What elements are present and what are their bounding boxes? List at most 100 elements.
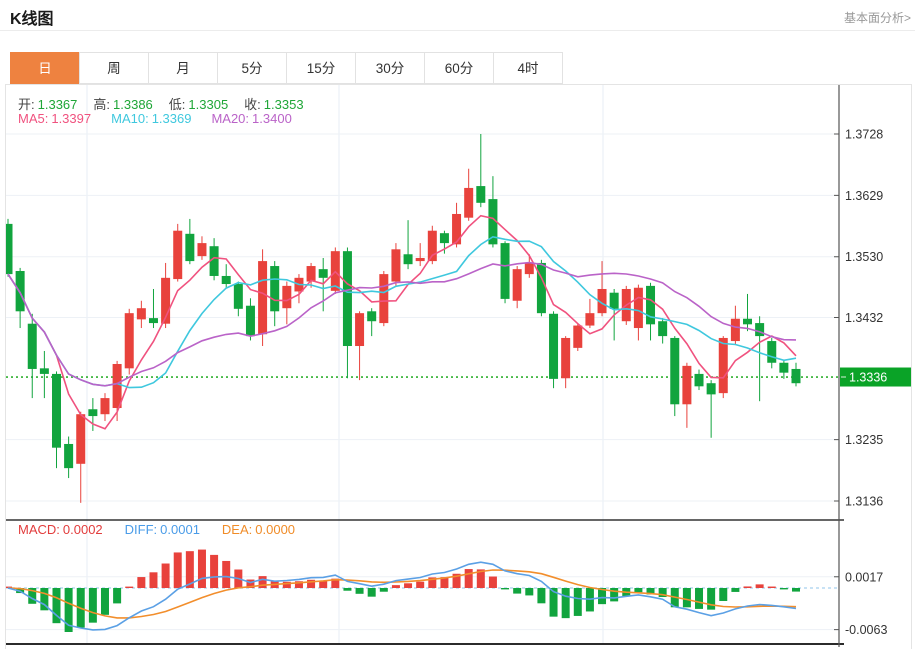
svg-text:1.3336: 1.3336: [849, 371, 887, 385]
svg-text:1.3136: 1.3136: [845, 495, 883, 509]
price-tag: 1.3336: [840, 367, 911, 387]
candle-body: [670, 337, 680, 405]
candle-body: [476, 186, 486, 203]
macd-bar: [598, 588, 607, 605]
candle-body: [500, 243, 510, 299]
macd-bar: [294, 581, 303, 588]
macd-bar: [246, 579, 255, 588]
macd-legend: MACD: 0.0002 DIFF: 0.0001 DEA: 0.0000: [18, 522, 295, 537]
candle-body: [658, 321, 668, 337]
candle-body: [646, 285, 656, 325]
candle-body: [209, 246, 219, 276]
candle-body: [730, 318, 740, 342]
ma10-item: MA10: 1.3369: [111, 111, 192, 126]
ma5-item: MA5: 1.3397: [18, 111, 92, 126]
svg-text:0.0017: 0.0017: [845, 570, 883, 584]
candle-body: [282, 285, 292, 309]
candle-body: [88, 409, 98, 417]
svg-text:1.3432: 1.3432: [845, 311, 883, 325]
candle-body: [367, 311, 377, 322]
macd-bar: [319, 581, 328, 588]
candle-body: [245, 305, 255, 337]
candle-body: [64, 443, 74, 469]
candle-body: [161, 277, 171, 324]
tab-4hour[interactable]: 4时: [493, 52, 563, 84]
candle-body: [306, 266, 316, 282]
candle-body: [791, 368, 801, 384]
svg-text:1.3629: 1.3629: [845, 189, 883, 203]
candle-body: [767, 341, 777, 363]
kline-chart[interactable]: 1.3728 1.3629 1.3530 1.3432 1.3235 1.3136 0.00…: [6, 85, 911, 649]
candle-body: [112, 363, 122, 409]
tab-week[interactable]: 周: [79, 52, 149, 84]
candle-body: [173, 230, 183, 280]
macd-bar: [149, 572, 158, 588]
candle-body: [318, 269, 328, 278]
tab-30min[interactable]: 30分: [355, 52, 425, 84]
tab-day[interactable]: 日: [10, 52, 80, 84]
header-divider: [0, 30, 915, 31]
macd-bar: [634, 588, 643, 593]
tab-month[interactable]: 月: [148, 52, 218, 84]
candle-body: [15, 271, 25, 312]
macd-item: MACD: 0.0002: [18, 522, 103, 537]
macd-bar: [755, 584, 764, 588]
candle-body: [136, 308, 146, 320]
macd-bar: [185, 551, 194, 588]
macd-bar: [658, 588, 667, 598]
candle-body: [403, 254, 413, 265]
low-item: 低: 1.3305: [168, 97, 229, 112]
high-item: 高: 1.3386: [93, 97, 153, 112]
candle-body: [779, 362, 789, 373]
page-title: K线图: [10, 11, 54, 28]
candle-body: [233, 284, 243, 309]
macd-bar: [452, 573, 461, 588]
macd-bar: [222, 560, 231, 588]
svg-text:-0.0063: -0.0063: [845, 623, 887, 637]
macd-bar: [549, 588, 558, 617]
open-item: 开: 1.3367: [18, 97, 78, 112]
candle-body: [27, 323, 37, 369]
macd-bar: [731, 588, 740, 592]
macd-bar: [404, 583, 413, 588]
candle-body: [536, 262, 546, 314]
macd-bar: [464, 569, 473, 588]
macd-bar: [28, 588, 37, 604]
candle-body: [51, 373, 61, 448]
macd-bar: [64, 588, 73, 632]
candle-body: [597, 288, 607, 314]
candle-body: [706, 383, 716, 395]
candle-body: [549, 313, 559, 379]
candle-body: [524, 262, 534, 275]
tab-5min[interactable]: 5分: [217, 52, 287, 84]
macd-bar: [525, 588, 534, 596]
candle-body: [100, 398, 110, 415]
candle-body: [342, 251, 352, 347]
macd-bar: [779, 588, 788, 590]
tab-60min[interactable]: 60分: [424, 52, 494, 84]
macd-bar: [210, 554, 219, 588]
dea-item: DEA: 0.0000: [221, 522, 296, 537]
candle-body: [185, 233, 195, 262]
macd-bar: [707, 588, 716, 610]
macd-bar: [501, 588, 510, 590]
candle-body: [221, 275, 231, 285]
ma20-item: MA20: 1.3400: [211, 111, 292, 126]
macd-bar: [440, 577, 449, 588]
macd-bar: [343, 588, 352, 591]
tab-15min[interactable]: 15分: [286, 52, 356, 84]
chart-container[interactable]: 开: 1.3367 高: 1.3386 低: 1.3305 收: 1.3353 MA5:…: [5, 84, 912, 649]
svg-text:1.3235: 1.3235: [845, 433, 883, 447]
macd-bar: [88, 588, 97, 623]
macd-bar: [52, 588, 61, 624]
candle-body: [573, 325, 583, 348]
fundamental-analysis-link[interactable]: 基本面分析>: [843, 11, 911, 25]
candle-body: [379, 274, 389, 324]
macd-bar: [100, 588, 109, 615]
candle-body: [148, 318, 158, 324]
candle-body: [718, 337, 728, 394]
macd-bar: [537, 588, 546, 604]
candle-body: [452, 213, 462, 245]
macd-bar: [331, 578, 340, 588]
